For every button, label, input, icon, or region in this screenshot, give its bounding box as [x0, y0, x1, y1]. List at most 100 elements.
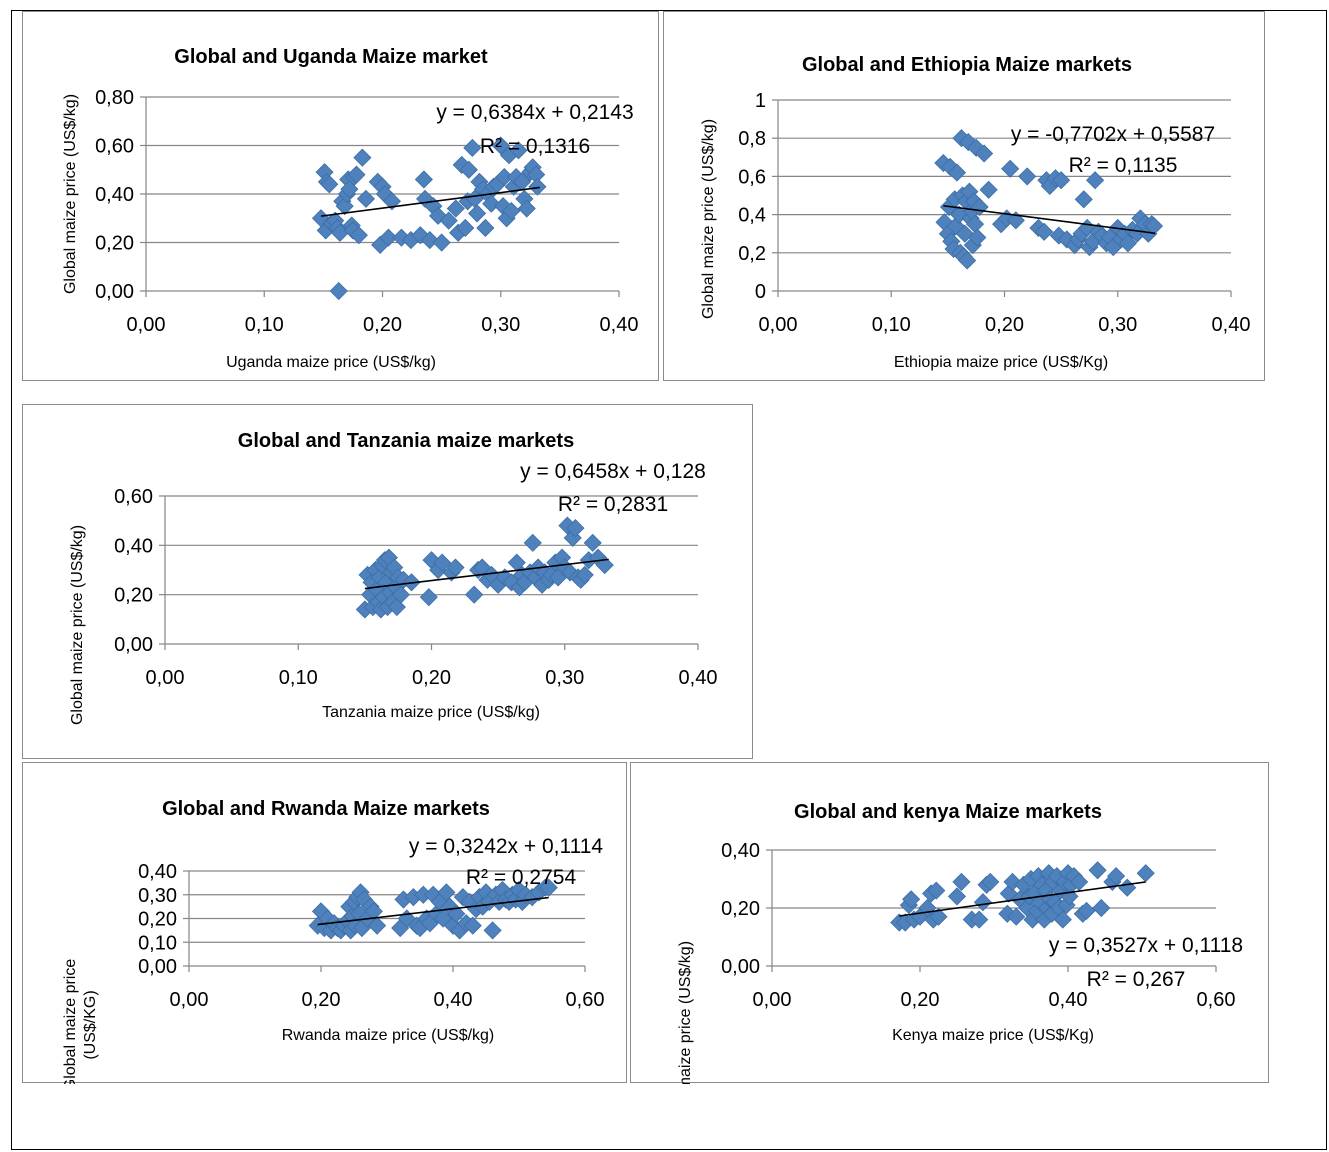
trend-equation: y = 0,6384x + 0,2143 [436, 101, 633, 124]
data-point [1136, 864, 1155, 883]
x-tick-label: 0,10 [872, 314, 911, 336]
data-point [335, 197, 354, 216]
y-tick-label: 0,20 [95, 233, 134, 255]
data-point [379, 228, 398, 247]
data-point [1088, 861, 1107, 880]
y-tick-label: 0,40 [721, 840, 760, 862]
data-point [947, 163, 967, 182]
data-point [1107, 867, 1126, 886]
data-point [414, 170, 433, 189]
data-point [528, 177, 547, 196]
data-point [420, 231, 439, 250]
data-point [1001, 159, 1020, 178]
y-tick-label: 0,00 [138, 956, 177, 978]
x-tick-label: 0,10 [279, 667, 318, 689]
chart-title: Global and Ethiopia Maize markets [802, 54, 1132, 76]
x-tick-label: 0,00 [753, 989, 792, 1011]
data-point [1018, 167, 1037, 186]
data-point [465, 585, 484, 604]
y-tick-label: 0,10 [138, 932, 177, 954]
data-point [1074, 190, 1093, 209]
trendline [943, 204, 1156, 235]
y-tick-label: 0,6 [738, 166, 766, 188]
data-point [952, 872, 971, 891]
y-tick-label: 0,60 [114, 486, 153, 508]
trendline [899, 881, 1146, 917]
trend-equation: y = -0,7702x + 0,5587 [1011, 123, 1215, 146]
trend-equation: y = 0,6458x + 0,128 [520, 460, 706, 483]
data-point [439, 211, 458, 230]
chart-panel-rwanda: 0,00 0,10 0,20 0,30 0,40 0,00 0,20 0,40 0,60 Glob… [22, 762, 627, 1084]
y-axis-label: (US$/KG) [82, 990, 99, 1059]
y-tick-label: 0,00 [95, 281, 134, 303]
x-axis-label: Ethiopia maize price (US$/Kg) [894, 354, 1108, 371]
data-point [1052, 171, 1071, 190]
x-tick-label: 0,60 [566, 989, 605, 1011]
data-point [463, 138, 482, 157]
x-tick-label: 0,00 [170, 989, 209, 1011]
data-point [349, 226, 368, 245]
y-tick-label: 0,20 [138, 909, 177, 931]
x-tick-label: 0,30 [1098, 314, 1137, 336]
y-tick-label: 0,80 [95, 87, 134, 109]
chart-ethiopia: 0 0,2 0,4 0,6 0,8 1 0,00 0,10 0,20 0,30 0,40 Global… [700, 54, 1250, 371]
data-point [491, 136, 510, 155]
x-tick-label: 0,20 [901, 989, 940, 1011]
data-point [566, 519, 585, 538]
y-tick-label: 0,30 [138, 885, 177, 907]
r-squared: R² = 0,267 [1087, 968, 1186, 991]
chart-title: Global and Tanzania maize markets [238, 430, 574, 452]
x-tick-label: 0,20 [412, 667, 451, 689]
chart-title: Global and kenya Maize markets [794, 801, 1102, 823]
x-tick-label: 0,40 [434, 989, 473, 1011]
data-point [446, 199, 465, 218]
data-point [509, 141, 528, 160]
chart-title: Global and Uganda Maize market [174, 46, 488, 68]
data-point [502, 201, 521, 221]
x-tick-label: 0,30 [545, 667, 584, 689]
y-tick-label: 0,60 [95, 136, 134, 158]
data-point [973, 893, 992, 912]
data-point [902, 890, 921, 909]
trend-equation: y = 0,3242x + 0,1114 [409, 835, 604, 858]
data-point [947, 887, 967, 906]
x-axis-label: Tanzania maize price (US$/kg) [322, 704, 540, 721]
y-tick-label: 0,40 [95, 184, 134, 206]
y-tick-label: 0,40 [114, 535, 153, 557]
y-tick-label: 1 [755, 90, 766, 112]
data-point [929, 907, 948, 926]
data-point [356, 189, 376, 208]
data-point [539, 878, 558, 897]
data-point [347, 165, 366, 184]
data-point [456, 218, 475, 238]
y-axis-label: Global maize price (US$/kg) [62, 94, 79, 294]
data-point [482, 194, 501, 213]
data-point [1092, 898, 1111, 918]
data-point [476, 218, 495, 238]
data-point [523, 533, 542, 552]
x-tick-label: 0,00 [127, 314, 166, 336]
x-axis-label: Uganda maize price (US$/kg) [226, 354, 436, 371]
x-tick-label: 0,40 [679, 667, 718, 689]
data-point [463, 916, 482, 935]
x-tick-label: 0,40 [1049, 989, 1088, 1011]
data-point [459, 160, 478, 179]
trendline [320, 186, 540, 217]
x-tick-label: 0,20 [302, 989, 341, 1011]
y-tick-label: 0,2 [738, 243, 766, 265]
chart-panel-ethiopia: 0 0,2 0,4 0,6 0,8 1 0,00 0,10 0,20 0,30 0,40 Global… [663, 11, 1265, 381]
x-tick-label: 0,00 [146, 667, 185, 689]
data-point [468, 204, 487, 223]
x-axis-label: Kenya maize price (US$/Kg) [892, 1027, 1094, 1044]
data-point [1077, 901, 1096, 920]
r-squared: R² = 0,2754 [466, 866, 577, 889]
x-axis-label: Rwanda maize price (US$/kg) [282, 1027, 495, 1044]
chart-rwanda: 0,000,100,200,300,400,00 0,20 0,40 0,60Glob… [62, 798, 605, 1084]
chart-panel-uganda: 0,00 0,20 0,40 0,60 0,80 0,00 0,10 0,20 0,30 0,40… [22, 11, 659, 381]
chart-uganda: 0,00 0,20 0,40 0,60 0,80 0,00 0,10 0,20 0,30 0,40… [62, 46, 638, 371]
chart-kenya: 0,00 0,20 0,40 0,00 0,20 0,40 0,60 Global and k… [677, 801, 1243, 1084]
chart-title: Global and Rwanda Maize markets [162, 798, 490, 820]
data-point [353, 148, 372, 167]
data-point [517, 199, 536, 218]
chart-panel-kenya: 0,00 0,20 0,40 0,00 0,20 0,40 0,60 Global and k… [630, 762, 1269, 1084]
